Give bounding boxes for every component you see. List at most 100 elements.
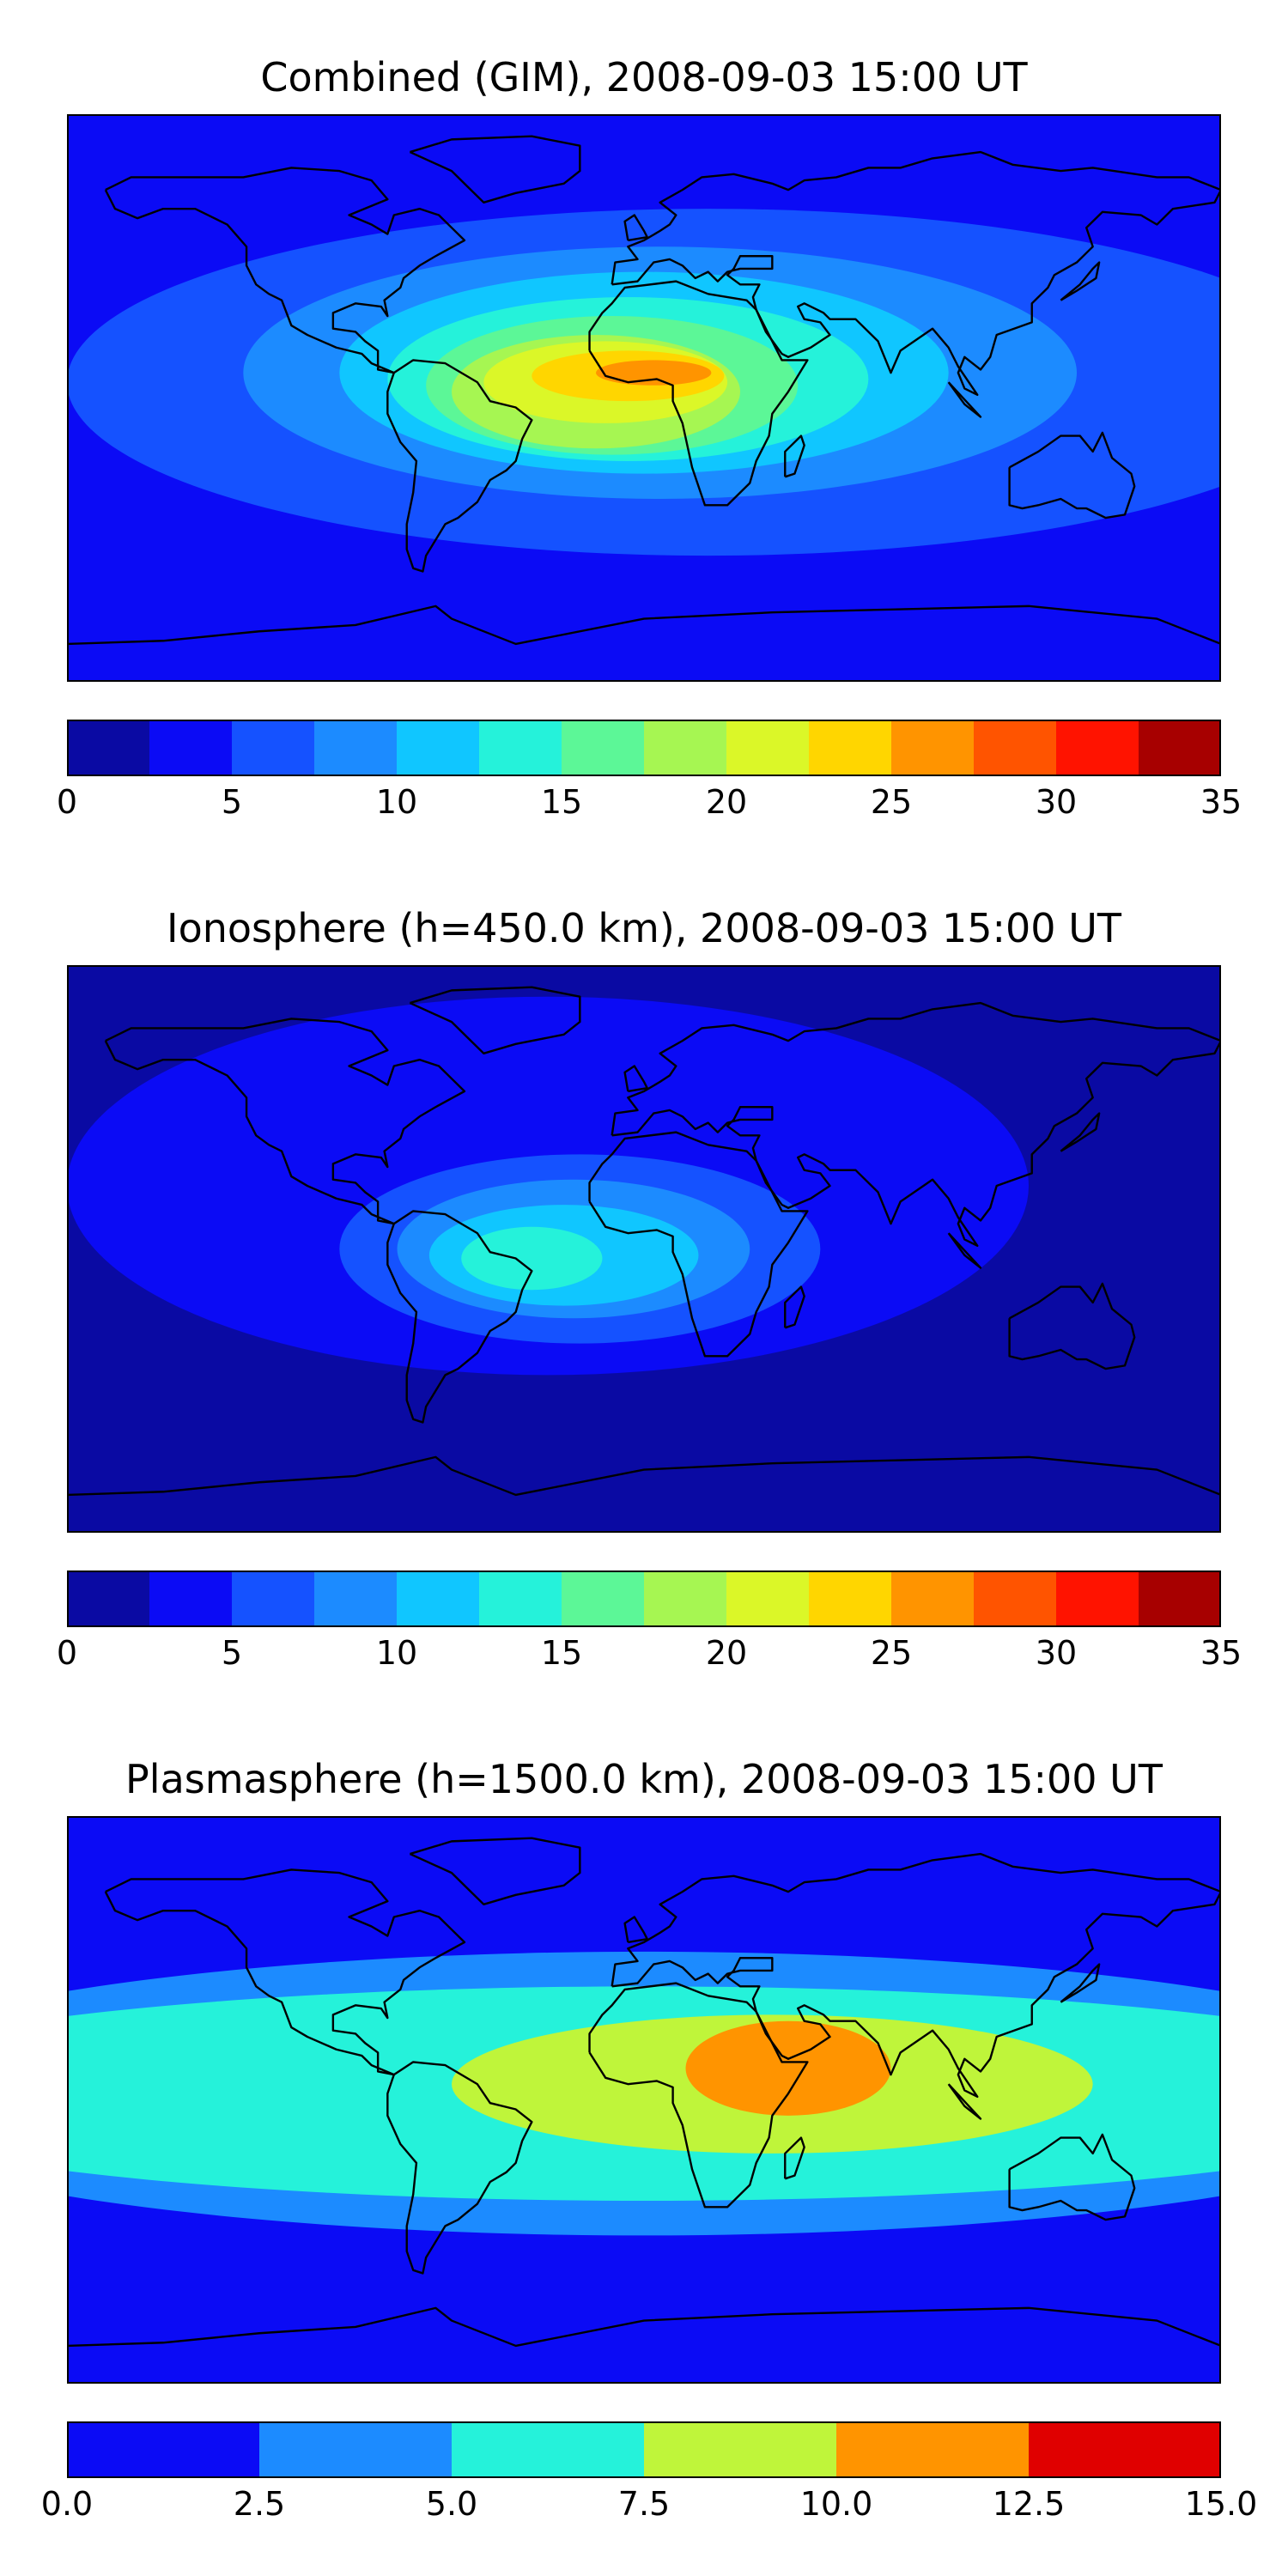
colorbar-tick-label: 25 bbox=[870, 1634, 913, 1672]
coastline bbox=[611, 1001, 1221, 1248]
coastline bbox=[409, 1837, 581, 1906]
coastline bbox=[784, 434, 805, 478]
colorbar-tick-label: 5 bbox=[221, 783, 243, 821]
colorbar-segment bbox=[232, 720, 315, 776]
colorbar-tick-label: 5.0 bbox=[425, 2485, 478, 2523]
coastline bbox=[67, 1455, 1221, 1497]
coastline bbox=[386, 2061, 533, 2275]
colorbar-combined bbox=[67, 720, 1221, 776]
colorbar-segment bbox=[644, 1571, 727, 1627]
coastline bbox=[623, 1065, 648, 1093]
colorbar-segment bbox=[314, 720, 398, 776]
colorbar-tick-label: 15 bbox=[540, 1634, 583, 1672]
colorbar-segment bbox=[644, 720, 727, 776]
colorbar-segment bbox=[1139, 1571, 1221, 1627]
colorbar-segment bbox=[562, 1571, 645, 1627]
coastline bbox=[947, 1232, 982, 1269]
coastline bbox=[1060, 261, 1101, 301]
colorbar-segment bbox=[397, 1571, 480, 1627]
coastline bbox=[409, 135, 581, 204]
colorbar-segment bbox=[836, 2421, 1030, 2478]
colorbar-tick-label: 0.0 bbox=[40, 2485, 94, 2523]
map-plasmasphere bbox=[67, 1816, 1221, 2384]
coastline bbox=[1008, 431, 1136, 519]
coastline bbox=[588, 1131, 809, 1358]
coastline bbox=[386, 1210, 533, 1424]
colorbar-tick-label: 30 bbox=[1035, 1634, 1078, 1672]
coastline bbox=[386, 359, 533, 573]
colorbar-segment bbox=[1056, 1571, 1139, 1627]
contour-region bbox=[596, 360, 712, 386]
colorbar-tick-label: 0 bbox=[56, 783, 78, 821]
colorbar-segment bbox=[1056, 720, 1139, 776]
panel-title-ionosphere: Ionosphere (h=450.0 km), 2008-09-03 15:0… bbox=[167, 905, 1121, 951]
colorbar-tick-label: 35 bbox=[1200, 1634, 1242, 1672]
map-frame bbox=[67, 114, 1221, 682]
colorbar-tick-label: 15 bbox=[540, 783, 583, 821]
colorbar-segment bbox=[149, 1571, 233, 1627]
colorbar-frame bbox=[67, 1571, 1221, 1627]
colorbar-segment bbox=[974, 720, 1057, 776]
colorbar-tick-label: 20 bbox=[705, 783, 748, 821]
colorbar-ionosphere bbox=[67, 1571, 1221, 1627]
colorbar-segment bbox=[397, 720, 480, 776]
colorbar-segment bbox=[1139, 720, 1221, 776]
coastline bbox=[588, 1982, 809, 2208]
coastline bbox=[1060, 1112, 1101, 1152]
colorbar-segment bbox=[562, 720, 645, 776]
colorbar-segment bbox=[891, 720, 975, 776]
coastline bbox=[67, 605, 1221, 646]
coastline bbox=[623, 1916, 648, 1944]
coastline bbox=[104, 1018, 466, 1225]
map-ionosphere bbox=[67, 965, 1221, 1533]
map-frame bbox=[67, 965, 1221, 1533]
colorbar-segment bbox=[67, 2421, 260, 2478]
panel-title-plasmasphere: Plasmasphere (h=1500.0 km), 2008-09-03 1… bbox=[125, 1756, 1163, 1802]
contour-region bbox=[685, 2020, 891, 2116]
coastline bbox=[611, 1852, 1221, 2099]
map-combined bbox=[67, 114, 1221, 682]
colorbar-tick-label: 2.5 bbox=[233, 2485, 286, 2523]
colorbar-tick-label: 10 bbox=[375, 783, 418, 821]
coastline bbox=[67, 2306, 1221, 2348]
colorbar-segment bbox=[452, 2421, 645, 2478]
coastline bbox=[1060, 1963, 1101, 2003]
colorbar-segment bbox=[232, 1571, 315, 1627]
contour-region bbox=[461, 1226, 603, 1291]
coastline bbox=[947, 2083, 982, 2120]
colorbar-tick-label: 15.0 bbox=[1184, 2485, 1258, 2523]
colorbar-tick-label: 10 bbox=[375, 1634, 418, 1672]
colorbar-tick-label: 25 bbox=[870, 783, 913, 821]
colorbar-segment bbox=[726, 1571, 810, 1627]
coastline bbox=[784, 2136, 805, 2180]
colorbar-plasmasphere bbox=[67, 2421, 1221, 2478]
colorbar-tick-label: 10.0 bbox=[799, 2485, 873, 2523]
coastline bbox=[104, 1868, 466, 2076]
coastline bbox=[947, 381, 982, 418]
coastline bbox=[784, 1285, 805, 1329]
panel-title-combined: Combined (GIM), 2008-09-03 15:00 UT bbox=[260, 54, 1028, 100]
colorbar-tick-label: 30 bbox=[1035, 783, 1078, 821]
coastline bbox=[409, 986, 581, 1055]
colorbar-segment bbox=[67, 720, 150, 776]
colorbar-tick-label: 12.5 bbox=[992, 2485, 1066, 2523]
coastline bbox=[1008, 1282, 1136, 1370]
colorbar-segment bbox=[314, 1571, 398, 1627]
colorbar-segment bbox=[974, 1571, 1057, 1627]
colorbar-segment bbox=[149, 720, 233, 776]
colorbar-segment bbox=[891, 1571, 975, 1627]
colorbar-segment bbox=[809, 1571, 892, 1627]
colorbar-segment bbox=[644, 2421, 837, 2478]
colorbar-tick-label: 7.5 bbox=[617, 2485, 671, 2523]
colorbar-segment bbox=[726, 720, 810, 776]
coastline bbox=[588, 280, 809, 507]
colorbar-segment bbox=[1029, 2421, 1221, 2478]
coastline bbox=[104, 167, 466, 374]
colorbar-tick-label: 0 bbox=[56, 1634, 78, 1672]
colorbar-frame bbox=[67, 720, 1221, 776]
colorbar-segment bbox=[259, 2421, 453, 2478]
coastline bbox=[1008, 2133, 1136, 2221]
colorbar-frame bbox=[67, 2421, 1221, 2478]
coastline bbox=[611, 150, 1221, 397]
colorbar-segment bbox=[479, 720, 562, 776]
